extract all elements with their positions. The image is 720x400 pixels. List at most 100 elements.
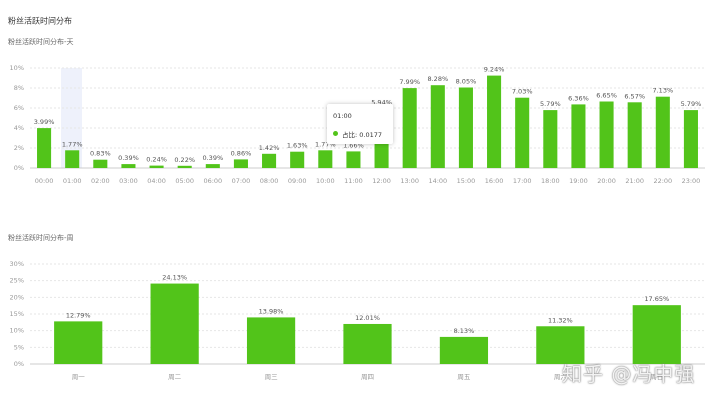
value-label: 17.65% [644, 295, 669, 303]
bar [439, 336, 489, 364]
bar [536, 326, 585, 364]
y-tick-label: 0% [14, 164, 24, 172]
y-tick-label: 20% [10, 293, 24, 301]
value-label: 8.13% [454, 327, 475, 335]
x-tick-label: 06:00 [203, 177, 222, 185]
bar [571, 104, 586, 168]
x-tick-label: 19:00 [569, 177, 588, 185]
x-tick-label: 15:00 [457, 177, 476, 185]
bar [402, 88, 417, 168]
value-label: 3.99% [34, 118, 55, 126]
bar [233, 159, 248, 168]
bar [458, 87, 473, 168]
bar [262, 153, 277, 168]
chart-subtitle: 粉丝活跃时间分布-周 [8, 233, 74, 242]
hover-highlight [61, 68, 82, 168]
x-tick-label: 17:00 [513, 177, 532, 185]
x-tick-label: 18:00 [541, 177, 560, 185]
x-tick-label: 周六 [554, 372, 568, 381]
value-label: 8.28% [427, 75, 448, 83]
y-tick-label: 8% [14, 84, 24, 92]
bar [655, 96, 670, 168]
x-tick-label: 14:00 [428, 177, 447, 185]
x-tick-label: 09:00 [288, 177, 307, 185]
x-tick-label: 22:00 [653, 177, 672, 185]
value-label: 6.36% [568, 94, 589, 102]
value-label: 5.79% [540, 100, 561, 108]
value-label: 8.05% [456, 78, 477, 86]
value-label: 0.22% [174, 156, 195, 164]
value-label: 7.03% [512, 88, 533, 96]
bar [599, 101, 614, 168]
x-tick-label: 周二 [168, 373, 182, 381]
value-label: 6.57% [624, 92, 645, 100]
x-tick-label: 20:00 [597, 177, 616, 185]
tooltip: 01:00 占比: 0.0177 [327, 104, 393, 144]
x-tick-label: 13:00 [400, 177, 419, 185]
bar [430, 85, 445, 168]
value-label: 12.01% [355, 314, 380, 322]
value-label: 7.99% [399, 78, 420, 86]
x-tick-label: 周一 [72, 373, 86, 381]
bar [177, 165, 192, 168]
value-label: 1.77% [62, 140, 83, 148]
x-tick-label: 周四 [361, 373, 374, 381]
x-tick-label: 00:00 [35, 177, 54, 185]
y-tick-label: 0% [14, 360, 24, 368]
bar [65, 150, 80, 168]
bar [627, 102, 642, 168]
x-tick-label: 01:00 [63, 177, 82, 185]
bar [246, 317, 296, 364]
tooltip-title: 01:00 [333, 112, 352, 120]
x-tick-label: 07:00 [232, 177, 251, 185]
bar [93, 159, 108, 168]
bar [121, 164, 136, 168]
value-label: 5.94% [371, 99, 392, 107]
value-label: 5.79% [681, 100, 702, 108]
bar [54, 321, 103, 364]
value-label: 11.32% [548, 316, 573, 324]
x-tick-label: 周日 [650, 373, 663, 381]
y-tick-label: 10% [10, 64, 24, 72]
bar [205, 164, 220, 168]
x-tick-label: 08:00 [260, 177, 279, 185]
bar [343, 323, 392, 364]
value-label: 0.39% [118, 154, 139, 162]
value-label: 7.13% [652, 87, 673, 95]
watermark: 知乎 @冯中强 [562, 362, 696, 386]
x-tick-label: 周三 [265, 373, 279, 381]
x-tick-label: 12:00 [372, 177, 391, 185]
bar [37, 128, 52, 168]
y-tick-label: 6% [14, 104, 24, 112]
y-tick-label: 5% [14, 343, 24, 351]
bar [318, 150, 333, 168]
y-tick-label: 4% [14, 124, 24, 132]
value-label: 1.63% [287, 142, 308, 150]
y-tick-label: 25% [10, 277, 24, 285]
page-title: 粉丝活跃时间分布 [8, 16, 72, 26]
value-label: 1.77% [315, 140, 336, 148]
y-tick-label: 2% [14, 144, 24, 152]
value-label: 0.24% [146, 156, 167, 164]
value-label: 0.86% [231, 149, 252, 157]
x-tick-label: 03:00 [119, 177, 138, 185]
y-tick-label: 10% [10, 327, 24, 335]
x-tick-label: 10:00 [316, 177, 335, 185]
x-tick-label: 16:00 [485, 177, 504, 185]
bar [632, 305, 681, 364]
value-label: 0.39% [202, 154, 223, 162]
value-label: 1.42% [259, 144, 280, 152]
bar [150, 283, 199, 364]
value-label: 9.24% [484, 66, 505, 74]
tooltip-dot [333, 131, 338, 136]
y-tick-label: 15% [10, 310, 24, 318]
value-label: 1.66% [343, 141, 364, 149]
value-label: 13.98% [259, 307, 284, 315]
x-tick-label: 11:00 [344, 177, 363, 185]
x-tick-label: 02:00 [91, 177, 110, 185]
bar [149, 165, 164, 168]
x-tick-label: 周五 [457, 373, 471, 381]
x-tick-label: 23:00 [682, 177, 701, 185]
